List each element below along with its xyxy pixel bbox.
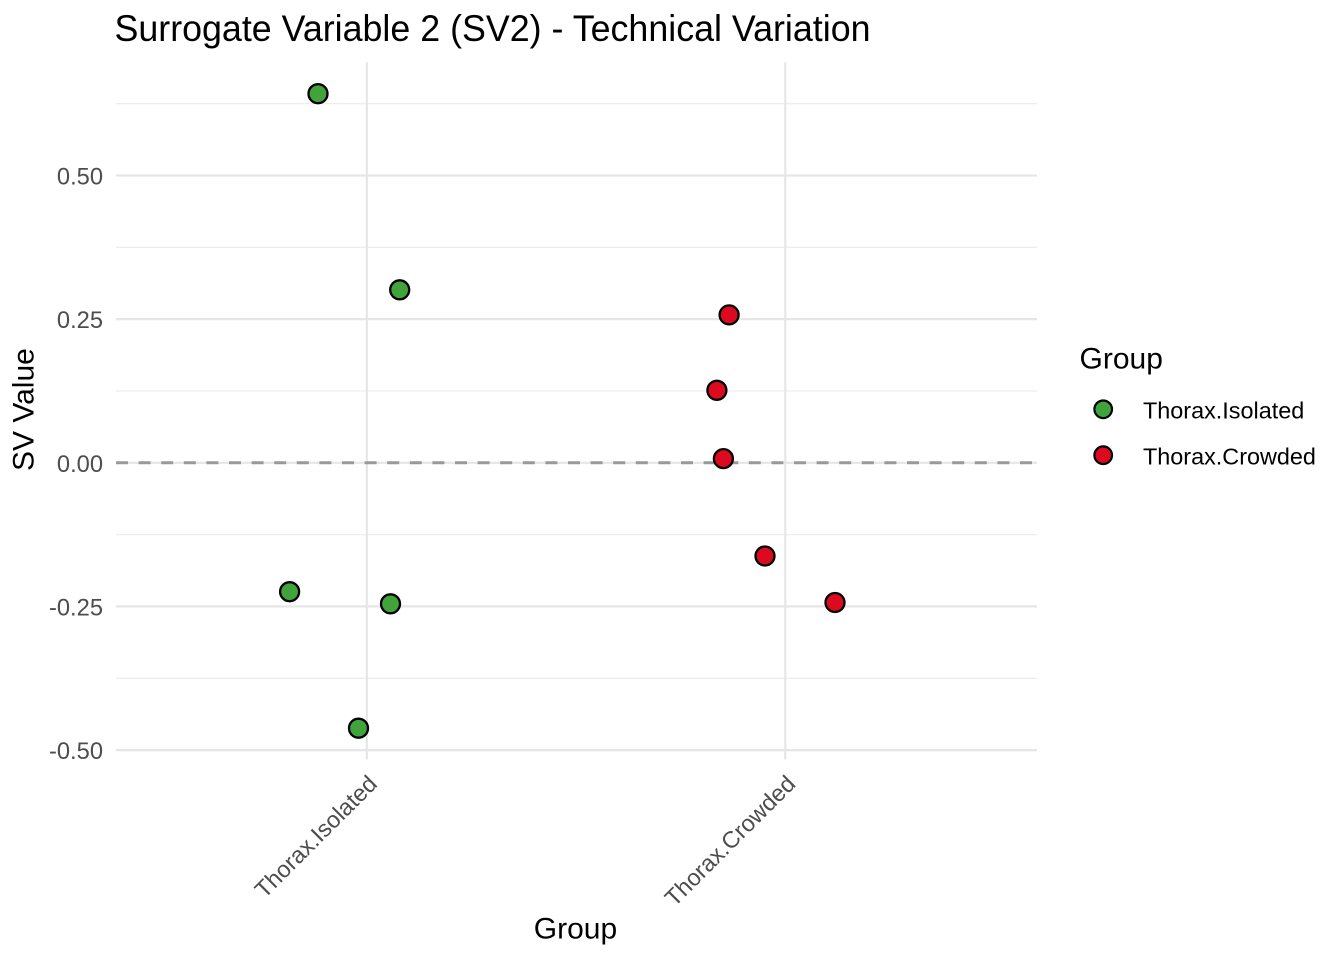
- svg-text:Thorax.Crowded: Thorax.Crowded: [1143, 443, 1316, 469]
- svg-text:0.00: 0.00: [57, 452, 103, 478]
- svg-text:Group: Group: [1080, 343, 1163, 376]
- svg-text:Thorax.Isolated: Thorax.Isolated: [1143, 398, 1304, 424]
- svg-text:Surrogate Variable 2 (SV2) - T: Surrogate Variable 2 (SV2) - Technical V…: [115, 7, 871, 49]
- svg-text:0.50: 0.50: [57, 165, 103, 191]
- svg-text:-0.25: -0.25: [49, 595, 103, 621]
- svg-text:-0.50: -0.50: [49, 739, 103, 765]
- svg-text:0.25: 0.25: [57, 308, 103, 334]
- svg-text:SV Value: SV Value: [8, 348, 41, 471]
- svg-text:Group: Group: [534, 913, 617, 946]
